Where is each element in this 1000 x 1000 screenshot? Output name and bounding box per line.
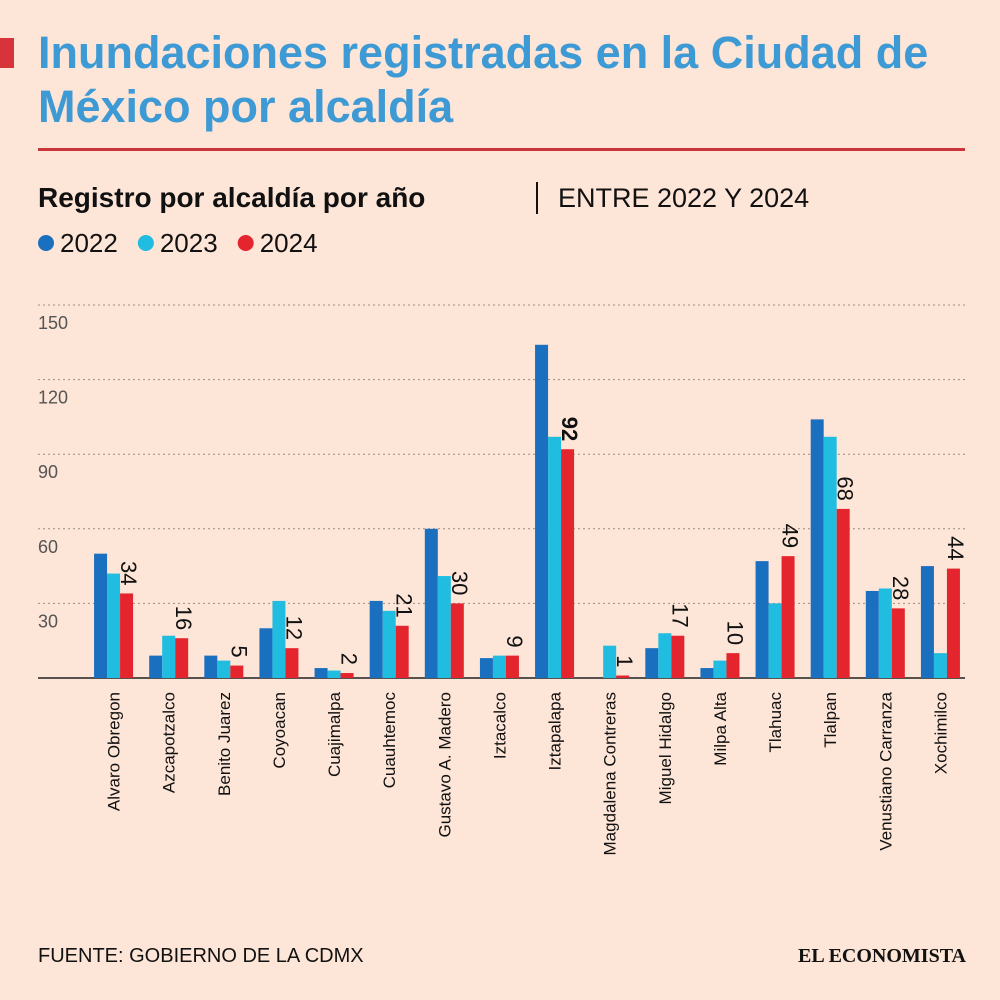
- data-label: 92: [557, 417, 582, 441]
- bar: [162, 635, 176, 678]
- bar: [671, 635, 685, 678]
- bar: [781, 556, 795, 678]
- bar: [823, 436, 837, 678]
- bar: [616, 675, 630, 678]
- x-tick-label: Benito Juarez: [215, 692, 234, 796]
- bar: [424, 528, 438, 678]
- bar: [658, 633, 672, 678]
- y-tick-label: 150: [38, 313, 68, 333]
- bar: [94, 553, 108, 678]
- data-label: 10: [722, 621, 747, 645]
- bar: [217, 660, 231, 678]
- data-label: 68: [833, 476, 858, 500]
- bar: [175, 638, 189, 678]
- bar: [645, 648, 659, 678]
- data-label: 28: [888, 576, 913, 600]
- x-tick-label: Coyoacan: [270, 692, 289, 769]
- bar: [120, 593, 134, 678]
- bar: [149, 655, 163, 678]
- data-label: 16: [171, 606, 196, 630]
- y-tick-label: 60: [38, 537, 58, 557]
- x-tick-label: Cuauhtemoc: [380, 692, 399, 789]
- chart-period: ENTRE 2022 Y 2024: [536, 182, 809, 214]
- bar: [369, 600, 383, 678]
- data-label: 12: [281, 616, 306, 640]
- bar: [603, 645, 617, 678]
- bar: [492, 655, 506, 678]
- bar: [272, 600, 286, 678]
- bar: [230, 665, 244, 678]
- x-tick-label: Xochimilco: [931, 692, 950, 774]
- x-tick-label: Tlalpan: [821, 692, 840, 748]
- bar: [891, 608, 905, 678]
- title-accent: [0, 38, 14, 68]
- source-note: FUENTE: GOBIERNO DE LA CDMX: [38, 945, 364, 967]
- bar: [450, 603, 464, 678]
- legend-label: 2024: [260, 228, 318, 258]
- legend-swatch: [237, 235, 254, 251]
- x-tick-label: Cuajimalpa: [325, 691, 344, 777]
- bar: [548, 436, 562, 678]
- bar: [878, 588, 892, 678]
- bar: [107, 573, 121, 678]
- data-label: 49: [778, 524, 803, 548]
- bar: [933, 653, 947, 678]
- data-label: 34: [116, 561, 141, 585]
- chart-subtitle: Registro por alcaldía por año: [38, 182, 426, 213]
- bar: [314, 668, 328, 678]
- bar: [946, 568, 960, 678]
- bar: [920, 566, 934, 678]
- legend-label: 2023: [160, 228, 218, 258]
- bar: [561, 449, 575, 678]
- bar: [382, 610, 396, 678]
- x-tick-label: Milpa Alta: [711, 691, 730, 765]
- y-tick-label: 120: [38, 388, 68, 408]
- bar: [713, 660, 727, 678]
- x-tick-label: Iztapalapa: [546, 691, 565, 770]
- title-rule: [38, 148, 965, 151]
- x-tick-label: Gustavo A. Madero: [435, 692, 454, 838]
- x-tick-label: Venustiano Carranza: [876, 691, 895, 850]
- data-label: 5: [226, 645, 251, 657]
- bar: [479, 658, 493, 678]
- chart-title: Inundaciones registradas en la Ciudad de…: [38, 27, 929, 132]
- x-tick-label: Tlahuac: [766, 692, 785, 753]
- bar: [768, 603, 782, 678]
- bar: [836, 508, 850, 678]
- bar: [810, 419, 824, 678]
- data-label: 30: [447, 571, 472, 595]
- data-label: 2: [337, 653, 362, 665]
- bar: [505, 655, 519, 678]
- bar: [259, 628, 273, 678]
- legend-swatch: [137, 235, 154, 251]
- y-tick-label: 90: [38, 462, 58, 482]
- bar: [535, 344, 549, 678]
- x-tick-label: Alvaro Obregon: [105, 692, 124, 811]
- bar: [327, 670, 341, 678]
- bar: [755, 561, 769, 678]
- bar: [726, 653, 740, 678]
- bar: [204, 655, 218, 678]
- x-tick-label: Azcapotzalco: [160, 692, 179, 793]
- bar: [700, 668, 714, 678]
- data-label: 21: [392, 593, 417, 617]
- x-tick-label: Miguel Hidalgo: [656, 692, 675, 804]
- y-tick-label: 30: [38, 611, 58, 631]
- x-tick-label: Iztacalco: [490, 692, 509, 759]
- data-label: 17: [667, 603, 692, 627]
- x-tick-label: Magdalena Contreras: [601, 692, 620, 855]
- bar: [437, 576, 451, 678]
- data-label: 9: [502, 635, 527, 647]
- legend-label: 2022: [60, 228, 118, 258]
- bar: [340, 673, 354, 678]
- legend-swatch: [38, 235, 54, 251]
- data-label: 1: [612, 655, 637, 667]
- publisher-logo: EL ECONOMISTA: [798, 945, 966, 967]
- bar: [285, 648, 299, 678]
- data-label: 44: [943, 536, 968, 560]
- bar: [395, 625, 409, 678]
- bar: [865, 590, 879, 678]
